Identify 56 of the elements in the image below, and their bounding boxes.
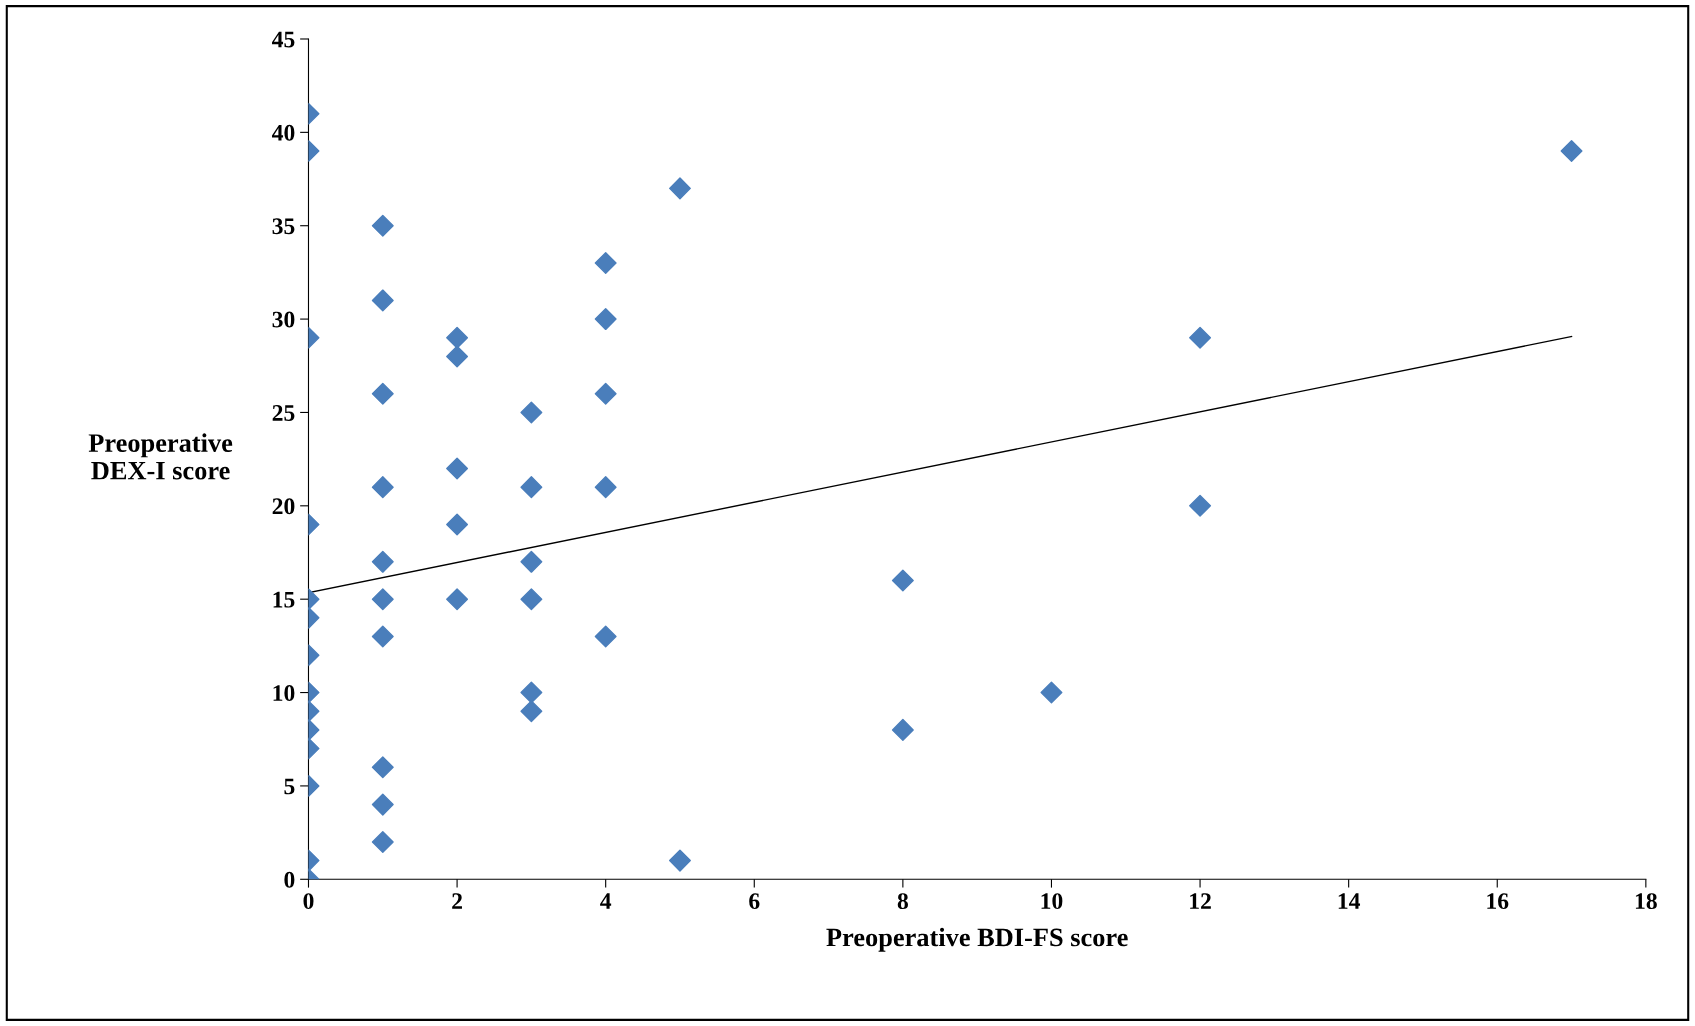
point bbox=[446, 345, 469, 368]
y-tick-label: 0 bbox=[284, 871, 295, 888]
point bbox=[371, 756, 394, 779]
point bbox=[446, 457, 469, 480]
point bbox=[520, 700, 543, 723]
x-tick-label: 12 bbox=[1190, 893, 1211, 909]
x-tick-label: 14 bbox=[1338, 893, 1361, 909]
point bbox=[520, 401, 543, 424]
point bbox=[520, 681, 543, 704]
x-tick-label: 4 bbox=[600, 893, 612, 909]
point bbox=[594, 476, 617, 499]
y-tick-label: 30 bbox=[272, 311, 295, 328]
x-tick-label: 8 bbox=[897, 893, 908, 910]
y-tick-label: 15 bbox=[273, 591, 295, 608]
point bbox=[520, 588, 543, 611]
y-tick-label: 5 bbox=[284, 778, 295, 795]
y-tick-label: 45 bbox=[272, 31, 295, 48]
point bbox=[1189, 494, 1212, 517]
y-tick-label: 10 bbox=[273, 685, 295, 701]
point bbox=[1189, 326, 1212, 349]
x-tick-label: 18 bbox=[1635, 893, 1657, 910]
point bbox=[446, 588, 469, 611]
y-axis-title: Preoperative DEX-I score bbox=[88, 433, 233, 480]
point bbox=[371, 550, 394, 573]
point bbox=[371, 214, 394, 237]
y-tick-label: 25 bbox=[272, 405, 295, 421]
point bbox=[371, 476, 394, 499]
point bbox=[371, 793, 394, 816]
point bbox=[371, 625, 394, 648]
x-tick-label: 6 bbox=[749, 893, 760, 910]
x-tick-label: 0 bbox=[303, 893, 314, 910]
point bbox=[371, 830, 394, 853]
point bbox=[1040, 681, 1063, 704]
point bbox=[594, 382, 617, 405]
y-tick-label: 40 bbox=[272, 124, 295, 141]
x-tick-label: 16 bbox=[1487, 893, 1509, 910]
point bbox=[594, 308, 617, 331]
x-tick-label: 10 bbox=[1041, 893, 1063, 910]
point bbox=[520, 476, 543, 499]
x-axis-title: Preoperative BDI-FS score bbox=[826, 927, 1128, 952]
point bbox=[891, 569, 914, 592]
x-tick-label: 2 bbox=[452, 893, 462, 909]
point bbox=[371, 382, 394, 405]
point bbox=[446, 513, 469, 536]
point bbox=[668, 177, 691, 200]
point bbox=[446, 326, 469, 349]
point bbox=[371, 289, 394, 312]
point bbox=[1560, 140, 1583, 163]
point bbox=[520, 550, 543, 573]
point bbox=[371, 588, 394, 611]
point bbox=[594, 625, 617, 648]
point bbox=[594, 252, 617, 275]
y-tick-label: 20 bbox=[272, 498, 295, 515]
point bbox=[891, 718, 914, 741]
point bbox=[668, 849, 691, 872]
y-tick-label: 35 bbox=[272, 218, 295, 235]
